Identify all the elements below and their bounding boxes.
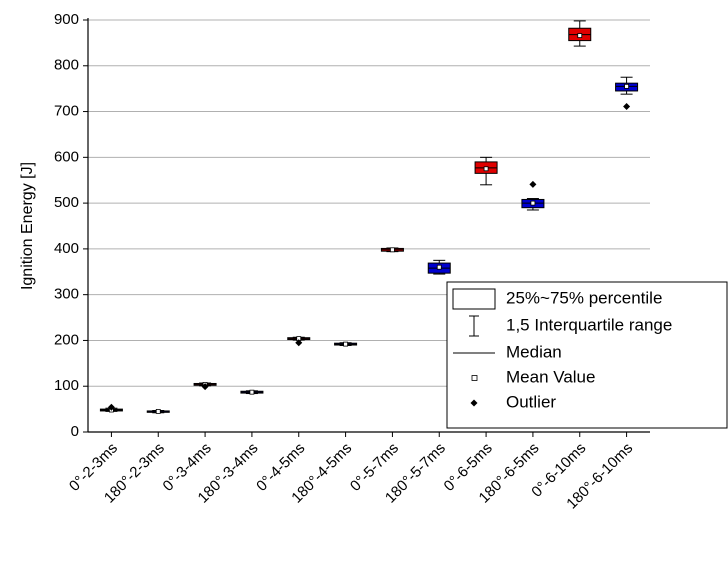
mean [530, 200, 536, 206]
mean [343, 341, 348, 347]
y-tick-label: 0 [71, 423, 79, 440]
y-tick-label: 300 [54, 286, 79, 303]
outlier [295, 339, 303, 347]
outlier [623, 103, 631, 111]
mean [624, 83, 629, 89]
mean [249, 389, 255, 395]
legend-label: Outlier [506, 392, 556, 411]
mean [390, 247, 395, 253]
mean [577, 33, 583, 38]
y-tick-label: 200 [54, 331, 79, 348]
legend-icon [470, 399, 478, 407]
outlier [529, 180, 537, 188]
legend-label: 25%~75% percentile [506, 288, 662, 307]
y-tick-label: 900 [54, 11, 79, 28]
y-tick-label: 500 [54, 194, 79, 211]
legend-icon [471, 375, 478, 381]
mean [483, 166, 489, 172]
legend-icon [452, 288, 496, 310]
outlier [107, 403, 115, 411]
mean [155, 408, 161, 414]
legend-label: 1,5 Interquartile range [506, 315, 672, 334]
legend-label: Median [506, 342, 562, 361]
y-tick-label: 800 [54, 57, 79, 74]
y-tick-label: 700 [54, 103, 79, 120]
legend-label: Mean Value [506, 367, 595, 386]
outlier [201, 383, 209, 391]
y-axis-label: Ignition Energy [J] [19, 162, 36, 290]
y-tick-label: 600 [54, 148, 79, 165]
mean [436, 264, 442, 270]
y-tick-label: 400 [54, 240, 79, 257]
y-tick-label: 100 [54, 377, 79, 394]
